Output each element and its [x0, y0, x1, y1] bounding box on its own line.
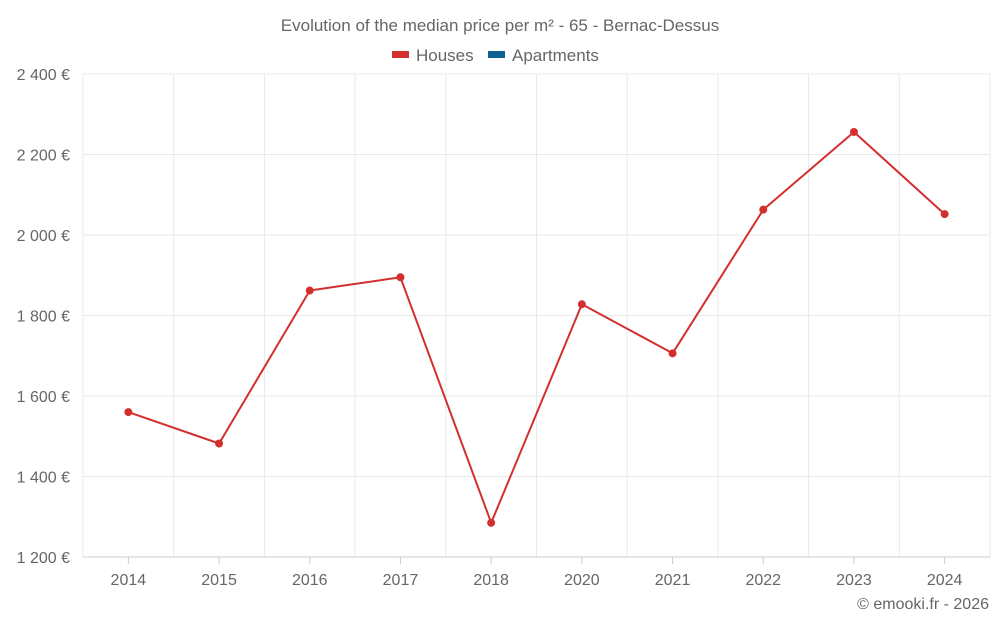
data-point[interactable] — [668, 349, 677, 358]
legend-swatch-houses — [392, 51, 409, 58]
legend-item-apartments[interactable]: Apartments — [488, 46, 599, 65]
legend: Houses Apartments — [392, 46, 599, 65]
y-tick-label: 2 200 € — [17, 148, 70, 165]
x-tick-label: 2020 — [564, 572, 600, 589]
x-tick-label: 2022 — [745, 572, 781, 589]
data-point[interactable] — [124, 408, 133, 417]
data-point[interactable] — [215, 439, 224, 448]
series-line-houses — [127, 131, 946, 524]
legend-item-houses[interactable]: Houses — [392, 46, 474, 65]
legend-label-apartments: Apartments — [512, 46, 599, 65]
y-tick-label: 1 600 € — [17, 389, 70, 406]
x-tick-label: 2023 — [836, 572, 872, 589]
y-tick-label: 2 400 € — [17, 67, 70, 84]
x-axis: 2014 2015 2016 2017 2018 2020 2021 2022 2023 2024 — [83, 556, 990, 589]
y-tick-label: 1 800 € — [17, 309, 70, 326]
data-point[interactable] — [849, 127, 858, 136]
y-tick-label: 1 200 € — [17, 550, 70, 567]
credit-text: © emooki.fr - 2026 — [857, 596, 989, 613]
x-tick-label: 2016 — [292, 572, 328, 589]
y-axis: 1 200 € 1 400 € 1 600 € 1 800 € 2 000 € 2 200… — [17, 67, 70, 567]
x-tick-label: 2018 — [473, 572, 509, 589]
data-point[interactable] — [305, 286, 314, 295]
series-houses — [124, 127, 949, 527]
data-point[interactable] — [940, 210, 949, 219]
legend-label-houses: Houses — [416, 46, 474, 65]
x-tick-label: 2017 — [383, 572, 419, 589]
chart-title: Evolution of the median price per m² - 6… — [281, 16, 719, 35]
grid — [82, 73, 991, 557]
data-point[interactable] — [487, 518, 496, 527]
data-point[interactable] — [577, 300, 586, 309]
y-tick-label: 2 000 € — [17, 228, 70, 245]
x-tick-label: 2015 — [201, 572, 237, 589]
legend-swatch-apartments — [488, 51, 505, 58]
y-tick-label: 1 400 € — [17, 470, 70, 487]
x-tick-label: 2024 — [927, 572, 963, 589]
x-tick-label: 2021 — [655, 572, 691, 589]
x-tick-label: 2014 — [111, 572, 147, 589]
data-point[interactable] — [396, 273, 405, 282]
data-point[interactable] — [759, 205, 768, 214]
